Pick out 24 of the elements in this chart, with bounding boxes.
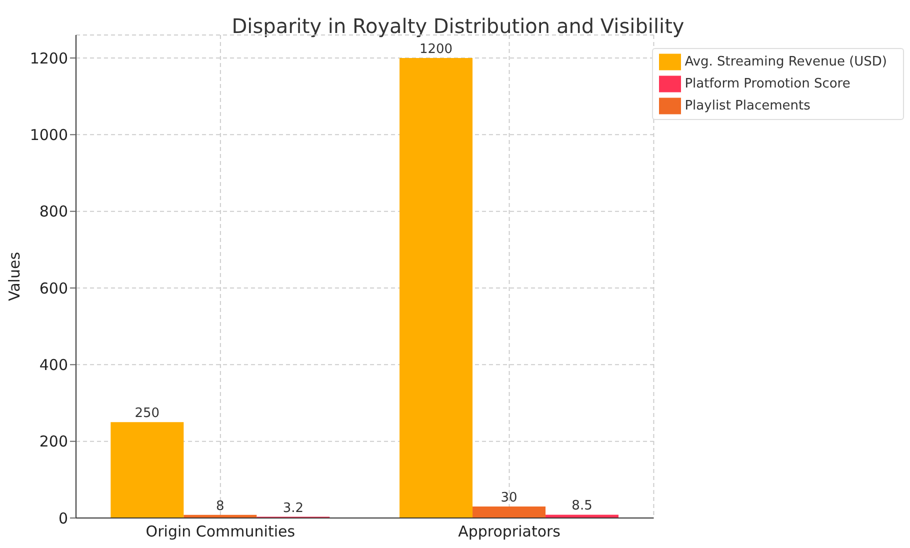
bar: [472, 506, 546, 518]
y-tick-label: 200: [39, 432, 68, 451]
bar: [400, 58, 473, 518]
y-axis-title: Values: [5, 252, 24, 302]
legend-label: Avg. Streaming Revenue (USD): [684, 54, 887, 70]
y-tick-label: 0: [58, 509, 68, 528]
y-tick-label: 1200: [30, 49, 68, 68]
data-label: 250: [134, 406, 160, 422]
data-label: 8: [216, 498, 224, 514]
data-label: 3.2: [282, 500, 304, 516]
y-tick-label: 400: [39, 356, 68, 374]
bar: [110, 422, 184, 518]
x-tick-label: Appropriators: [458, 522, 561, 541]
y-tick-label: 600: [39, 279, 68, 298]
x-tick-label: Origin Communities: [146, 522, 296, 541]
bar: [546, 514, 619, 518]
y-tick-label: 1000: [30, 126, 68, 144]
legend-label: Platform Promotion Score: [684, 76, 850, 92]
legend-label: Playlist Placements: [684, 98, 810, 114]
data-label: 1200: [419, 42, 453, 57]
data-label: 30: [500, 490, 518, 506]
data-label: 8.5: [572, 498, 592, 514]
y-tick-label: 800: [39, 202, 68, 221]
chart-title: Disparity in Royalty Distribution and Visibility: [230, 14, 686, 38]
